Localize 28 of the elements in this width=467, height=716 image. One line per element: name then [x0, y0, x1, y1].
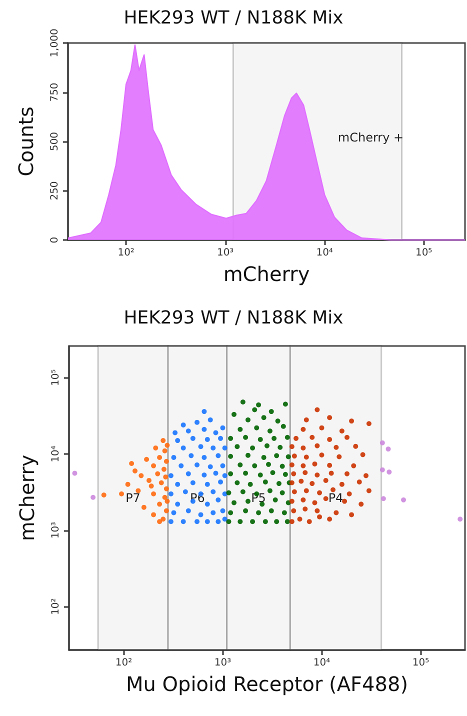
x-tick-label: 10³	[216, 248, 234, 258]
band-label: mCherry +	[338, 130, 404, 145]
y-axis-title: Counts	[14, 106, 38, 176]
y-tick-label: 1,000	[50, 28, 60, 58]
band-label: P4	[328, 491, 344, 505]
x-tick-label: 10³	[214, 658, 232, 668]
band-label: P6	[190, 491, 205, 505]
band-label: P7	[126, 491, 140, 505]
y-tick-label: 500	[50, 132, 60, 152]
y-tick-label: 10²	[50, 598, 62, 615]
x-tick-label: 10⁵	[412, 658, 430, 668]
x-tick-label: 10²	[118, 248, 134, 258]
y-tick-label: 0	[50, 236, 60, 244]
chart-title: HEK293 WT / N188K Mix	[124, 308, 344, 328]
y-tick-label: 10³	[50, 522, 62, 539]
x-tick-label: 10⁵	[415, 248, 432, 258]
y-tick-label: 750	[50, 82, 60, 102]
y-tick-label: 10⁵	[50, 369, 62, 386]
y-axis-title: mCherry	[15, 454, 39, 542]
band-label: P5	[251, 491, 266, 505]
chart-title: HEK293 WT / N188K Mix	[124, 8, 344, 28]
x-tick-label: 10²	[115, 658, 132, 668]
y-tick-label: 10⁴	[50, 446, 62, 462]
y-tick-label: 250	[50, 181, 60, 200]
x-axis-title: Mu Opioid Receptor (AF488)	[126, 672, 408, 696]
x-tick-label: 10⁴	[316, 248, 333, 258]
x-axis-title: mCherry	[223, 262, 310, 286]
x-tick-label: 10⁴	[313, 658, 330, 668]
